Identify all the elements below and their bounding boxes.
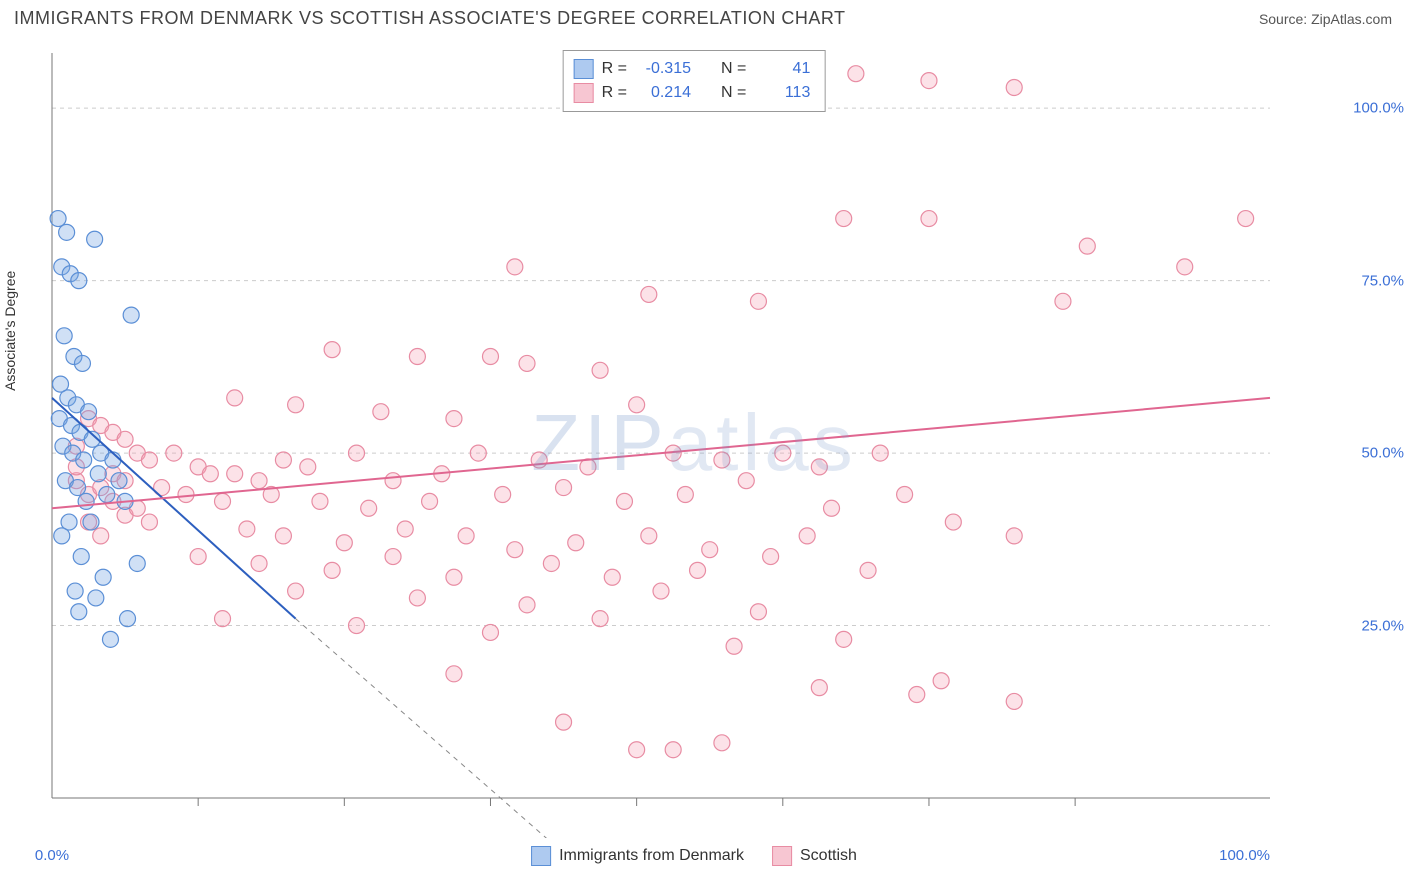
legend-label: Immigrants from Denmark: [559, 847, 744, 865]
n-label: N =: [721, 81, 746, 105]
y-tick-label: 50.0%: [1361, 445, 1404, 462]
chart-title: IMMIGRANTS FROM DENMARK VS SCOTTISH ASSO…: [14, 8, 846, 29]
scatter-plot: [48, 48, 1340, 838]
r-value: -0.315: [635, 57, 691, 81]
legend-label: Scottish: [800, 847, 857, 865]
legend-swatch-icon: [772, 846, 792, 866]
r-value: 0.214: [635, 81, 691, 105]
legend-item: Scottish: [772, 846, 857, 866]
x-tick-label: 100.0%: [1219, 847, 1270, 864]
r-label: R =: [602, 57, 627, 81]
n-label: N =: [721, 57, 746, 81]
stats-legend-box: R = -0.315 N = 41 R = 0.214 N = 113: [563, 50, 826, 112]
stats-row: R = 0.214 N = 113: [574, 81, 811, 105]
y-tick-label: 25.0%: [1361, 617, 1404, 634]
series-swatch-icon: [574, 59, 594, 79]
r-label: R =: [602, 81, 627, 105]
bottom-legend: Immigrants from Denmark Scottish: [531, 846, 857, 866]
x-tick-label: 0.0%: [35, 847, 69, 864]
y-tick-label: 75.0%: [1361, 272, 1404, 289]
source-label: Source:: [1259, 11, 1311, 27]
chart-area: Associate's Degree R =-0.315N =41R =0.21…: [48, 48, 1340, 838]
series-swatch-icon: [574, 83, 594, 103]
y-tick-label: 100.0%: [1353, 100, 1404, 117]
chart-header: IMMIGRANTS FROM DENMARK VS SCOTTISH ASSO…: [0, 0, 1406, 33]
y-axis-label: Associate's Degree: [2, 271, 18, 391]
legend-item: Immigrants from Denmark: [531, 846, 744, 866]
n-value: 41: [754, 57, 810, 81]
chart-source: Source: ZipAtlas.com: [1259, 11, 1392, 27]
source-value: ZipAtlas.com: [1311, 11, 1392, 27]
n-value: 113: [754, 81, 810, 105]
legend-swatch-icon: [531, 846, 551, 866]
stats-row: R = -0.315 N = 41: [574, 57, 811, 81]
